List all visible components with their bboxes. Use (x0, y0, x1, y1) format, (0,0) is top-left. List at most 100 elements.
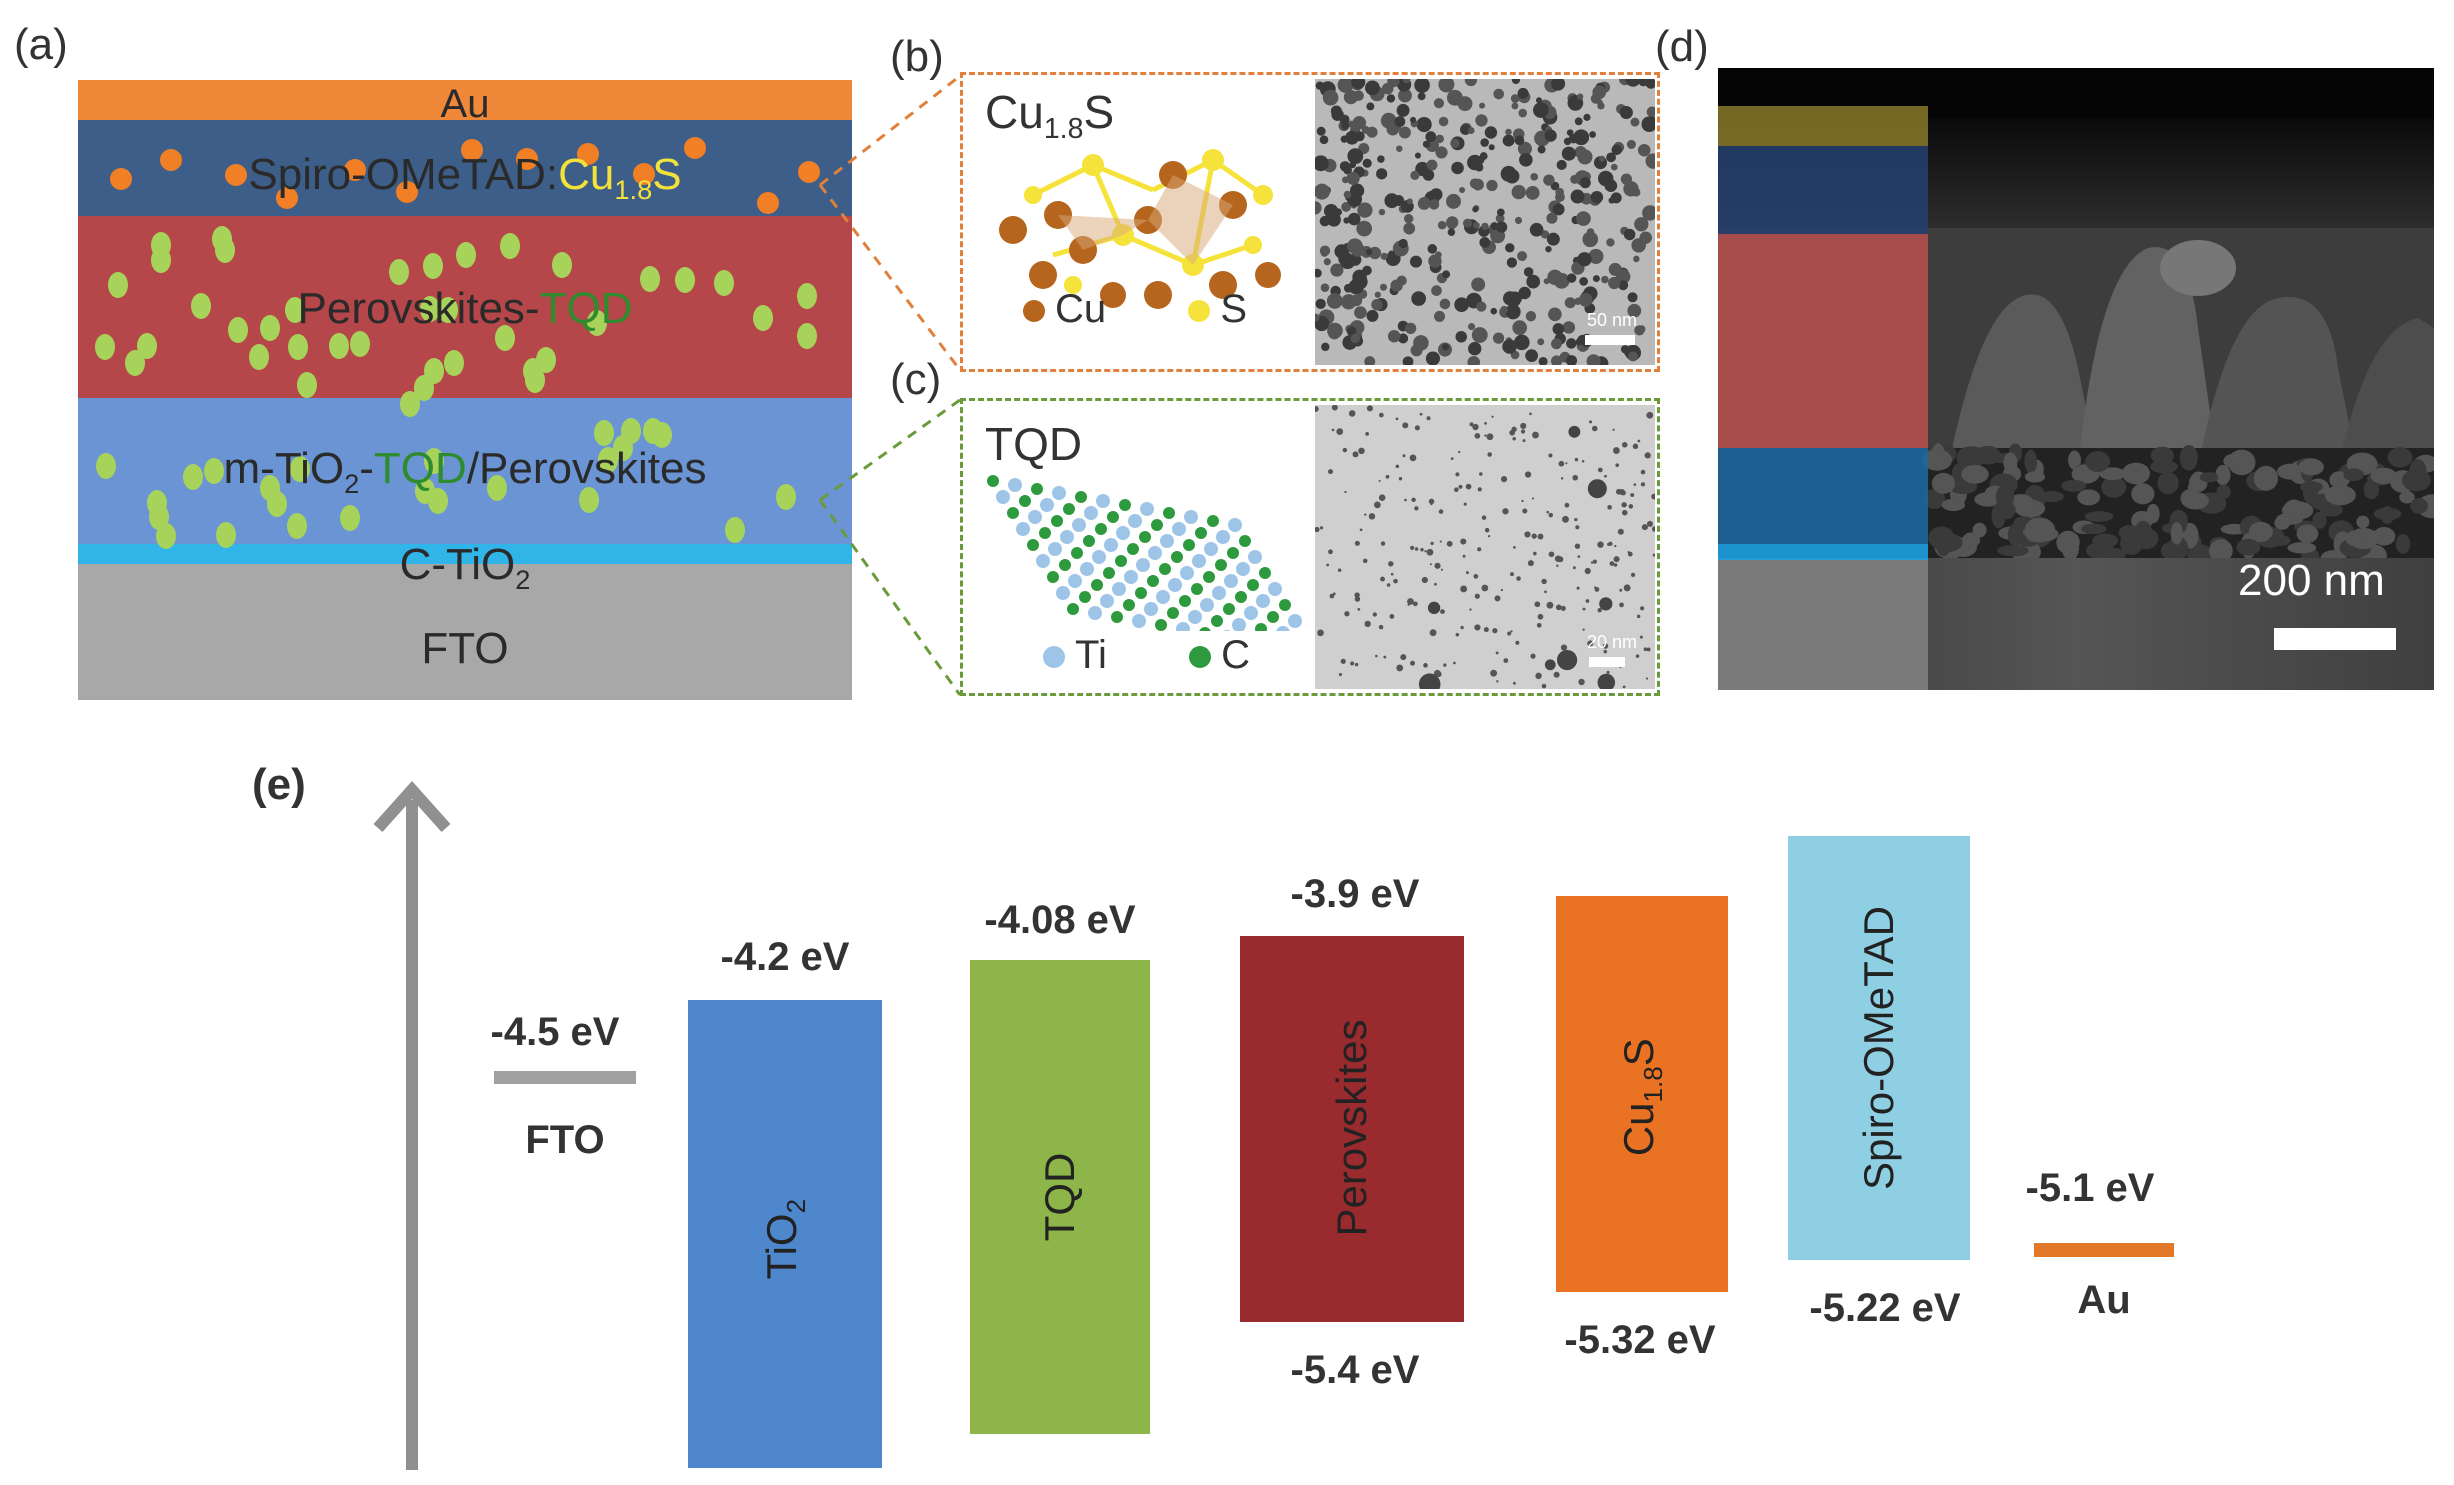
nanoparticle-dot (182, 463, 203, 490)
connector-c-bottom (818, 499, 962, 696)
tqd-tem-image: 20 nm (1315, 405, 1655, 689)
nanoparticle-dot (798, 160, 821, 183)
au-work-function-label: -5.1 eV (2025, 1166, 2155, 1210)
connector-b-bottom (818, 184, 962, 371)
fto-name-label: FTO (525, 1118, 605, 1162)
nanoparticle-dot (455, 241, 476, 268)
spiro-dopant-main: Cu (558, 150, 615, 199)
nanoparticle-dot (633, 163, 656, 186)
tio2-bar-label-main: TiO (757, 1213, 805, 1280)
tqd-crystal-structure (987, 475, 1302, 631)
nanoparticle-dot (587, 310, 608, 337)
nanoparticle-dot (96, 452, 117, 479)
nanoparticle-dot (419, 295, 440, 322)
nanoparticle-dot (260, 475, 281, 502)
mtio-tqd-label: TQD (373, 444, 467, 493)
panel-c-scale-bar (1589, 657, 1625, 667)
cu-legend-swatch (1023, 300, 1045, 323)
nanoparticle-dot (423, 357, 444, 384)
nanoparticle-dot (725, 516, 746, 543)
sem-perovskite-overlay (1718, 234, 1928, 448)
s-legend-swatch (1188, 300, 1211, 323)
tqd-bar: TQD (970, 960, 1150, 1434)
nanoparticle-dot (216, 521, 237, 548)
cu18s-bar: Cu1.8S (1556, 896, 1728, 1292)
tqd-bar-label: TQD (1036, 1152, 1083, 1242)
cu-s-crystal-structure (999, 149, 1281, 309)
spiro-dopant-suffix: S (652, 150, 682, 199)
panel-label-a: (a) (14, 20, 68, 69)
sem-scale-label: 200 nm (2238, 556, 2385, 605)
c-legend-swatch (1189, 646, 1212, 669)
nanoparticle-dot (400, 391, 421, 418)
nanoparticle-dot (260, 314, 281, 341)
nanoparticle-dot (423, 253, 444, 280)
panel-b-title-main: Cu (985, 86, 1044, 138)
nanoparticle-dot (395, 180, 418, 203)
fto-level-line (494, 1071, 636, 1084)
nanoparticle-dot (343, 158, 366, 181)
cu-s-tem-image: 50 nm (1315, 79, 1655, 365)
nanoparticle-dot (249, 344, 270, 371)
nanoparticle-dot (775, 484, 796, 511)
sem-mtio2-overlay (1718, 448, 1928, 544)
nanoparticle-dot (288, 333, 309, 360)
nanoparticle-dot (290, 455, 311, 482)
panel-b-scale-bar (1585, 335, 1635, 345)
nanoparticle-dot (296, 372, 317, 399)
panel-c-inset: TQD Ti C 20 nm (960, 398, 1660, 696)
nanoparticle-dot (753, 305, 774, 332)
nanoparticle-dot (675, 266, 695, 293)
nanoparticle-dot (643, 418, 664, 445)
nanoparticle-dot (224, 164, 247, 187)
nanoparticle-dot (329, 333, 350, 360)
tqd-cb-label: -4.08 eV (984, 898, 1136, 942)
nanoparticle-dot (190, 293, 211, 320)
spiro-layer (78, 120, 852, 216)
nanoparticle-dot (578, 486, 599, 513)
nanoparticle-dot (443, 350, 464, 377)
sem-spiro-overlay (1718, 146, 1928, 234)
perovskite-bar: Perovskites (1240, 936, 1464, 1322)
panel-c-scale-label: 20 nm (1586, 632, 1637, 652)
ctio2-layer (78, 544, 852, 564)
nanoparticle-dot (350, 331, 371, 358)
spiro-label: Spiro-OMeTAD:Cu1.8S (78, 150, 852, 206)
nanoparticle-dot (683, 137, 706, 159)
tio2-bar: TiO2 (688, 1000, 882, 1468)
ctio-sub: 2 (515, 563, 531, 595)
nanoparticle-dot (227, 317, 248, 344)
sem-au-overlay (1718, 106, 1928, 146)
nanoparticle-dot (137, 332, 158, 359)
panel-c-legend: Ti C (1043, 633, 1250, 678)
nanoparticle-dot (500, 233, 521, 260)
sem-scale-bar (2274, 628, 2396, 650)
tio2-bar-label-sub: 2 (781, 1198, 812, 1214)
nanoparticle-dot (639, 265, 660, 292)
sem-cross-section: 200 nm (1718, 68, 2434, 690)
nanoparticle-dot (287, 512, 308, 539)
nanoparticle-dot (756, 192, 779, 215)
nanoparticle-dot (160, 148, 183, 171)
spiro-dopant-label: Cu1.8S (558, 150, 682, 205)
nanoparticle-dot (494, 325, 515, 352)
panel-b-title-suffix: S (1083, 86, 1115, 138)
nanoparticle-dot (577, 143, 600, 166)
spiro-vb-label: -5.22 eV (1809, 1286, 1961, 1330)
nanoparticle-dot (438, 296, 459, 323)
s-legend-label: S (1220, 287, 1248, 331)
nanoparticle-dot (151, 246, 172, 273)
nanoparticle-dot (487, 475, 508, 502)
panel-label-b: (b) (890, 32, 944, 81)
ctio-prefix: C-TiO (399, 540, 516, 589)
cu18s-vb-label: -5.32 eV (1564, 1318, 1716, 1362)
nanoparticle-dot (551, 251, 572, 278)
nanoparticle-dot (797, 282, 818, 309)
cu18s-bar-label-sub: 1.8 (1638, 1066, 1669, 1103)
mtio-dash: - (359, 444, 374, 493)
panel-b-inset: Cu1.8S Cu S 50 nm (960, 72, 1660, 372)
nanoparticle-dot (109, 167, 132, 190)
panel-c-title: TQD (985, 418, 1083, 470)
